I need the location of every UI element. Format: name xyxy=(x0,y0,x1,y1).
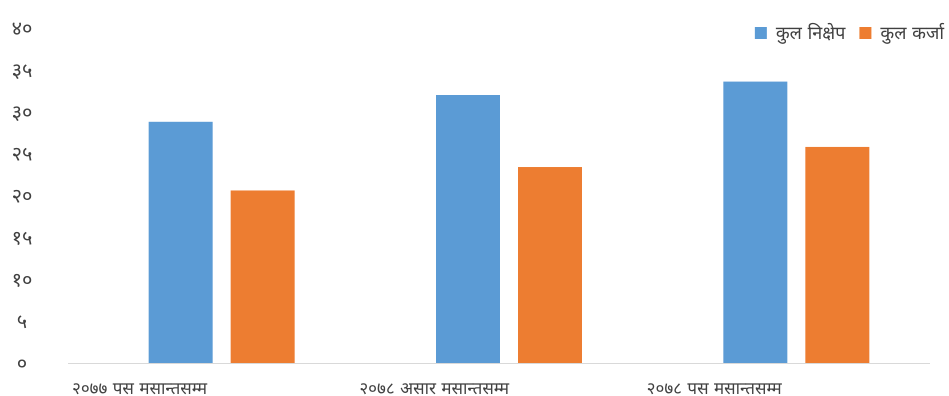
bar xyxy=(148,121,213,363)
x-tick-label: २०७७ पस मसान्तसम्म xyxy=(72,379,208,396)
y-tick-label: ० xyxy=(17,351,27,375)
bar xyxy=(230,190,295,363)
y-tick-label: ४० xyxy=(12,16,33,40)
x-tick-label: २०७८ असार मसान्तसम्म xyxy=(359,379,510,396)
y-tick-label: २५ xyxy=(12,142,33,166)
y-tick-label: १० xyxy=(12,267,33,291)
bar xyxy=(518,167,582,363)
bars xyxy=(148,81,870,363)
x-tick-label: २०७८ पस मसान्तसम्म xyxy=(647,379,783,396)
y-tick-label: ३५ xyxy=(12,58,33,82)
bar xyxy=(723,81,788,363)
x-axis: २०७७ पस मसान्तसम्म २०७८ असार मसान्तसम्म २०… xyxy=(72,379,783,396)
legend: कुल निक्षेप कुल कर्जा xyxy=(754,22,945,44)
y-axis: ० ५ १० १५ २० २५ ३० ३५ ४० xyxy=(12,16,33,375)
bar xyxy=(805,146,870,363)
legend-label: कुल कर्जा xyxy=(880,22,945,44)
y-tick-label: २० xyxy=(12,184,33,208)
legend-swatch xyxy=(859,27,872,39)
legend-label: कुल निक्षेप xyxy=(776,22,846,44)
y-tick-label: ५ xyxy=(17,309,27,333)
legend-swatch xyxy=(754,27,767,39)
y-tick-label: ३० xyxy=(12,100,33,124)
bar xyxy=(436,95,500,363)
y-tick-label: १५ xyxy=(12,225,33,249)
